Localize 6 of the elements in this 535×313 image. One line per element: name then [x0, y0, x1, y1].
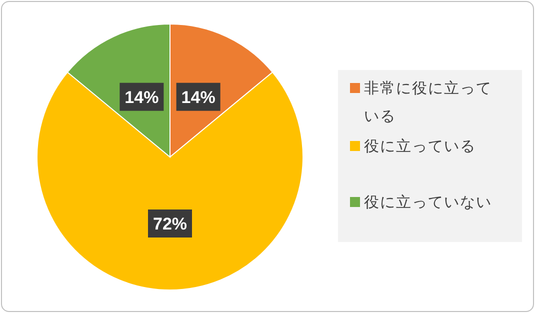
- data-label: 14%: [181, 88, 216, 107]
- data-label: 72%: [152, 214, 188, 234]
- legend-label: 役に立っている: [364, 136, 477, 157]
- data-label: 14%: [124, 88, 159, 107]
- legend-label: 非常に役に立っている: [364, 78, 493, 127]
- legend-label: 役に立っていない: [364, 192, 493, 213]
